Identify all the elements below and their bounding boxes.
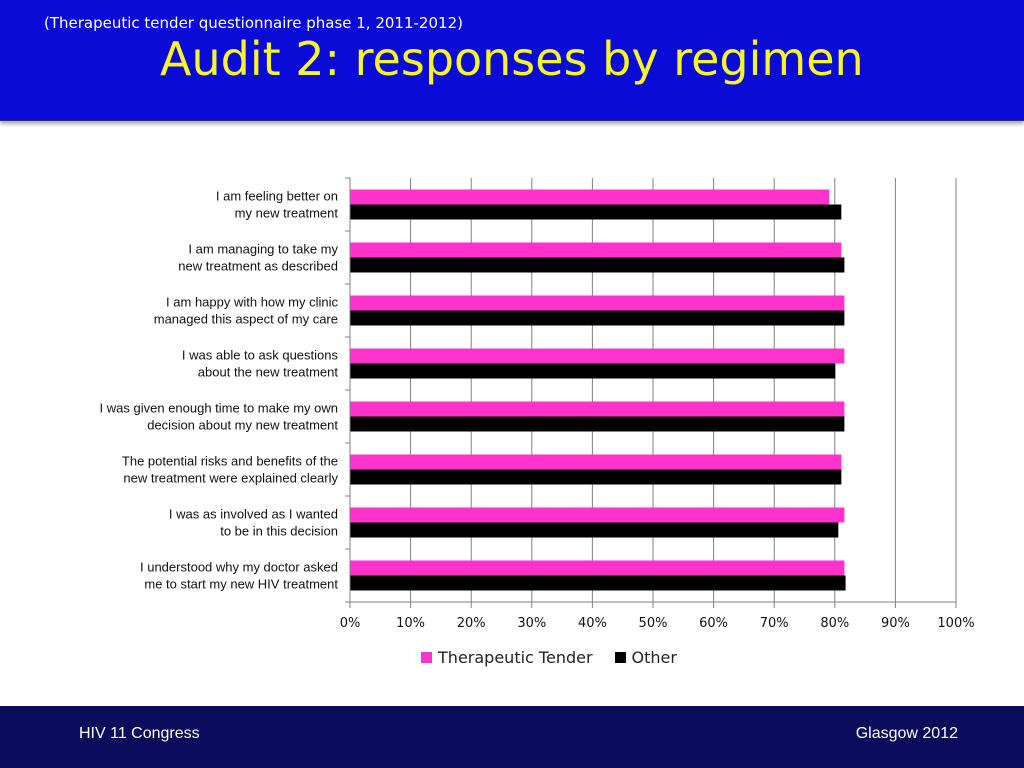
category-label: I understood why my doctor asked xyxy=(140,560,338,575)
category-label: decision about my new treatment xyxy=(147,418,338,433)
bar-other xyxy=(350,363,836,379)
slide-footer: HIV 11 Congress Glasgow 2012 xyxy=(0,706,1024,768)
x-tick-label: 70% xyxy=(760,616,789,631)
category-label: I was able to ask questions xyxy=(182,348,339,363)
bar-other xyxy=(350,522,839,538)
category-label: I am feeling better on xyxy=(216,189,338,204)
bar-other xyxy=(350,416,845,432)
slide-header: (Therapeutic tender questionnaire phase … xyxy=(0,0,1024,121)
category-label: I was given enough time to make my own xyxy=(100,401,338,416)
legend-item: Therapeutic Tender xyxy=(421,648,593,667)
category-label: new treatment as described xyxy=(178,259,338,274)
bar-therapeutic-tender xyxy=(350,560,845,576)
bar-chart: 0% 10% 20% 30% 40% 50% 60% 70% 80% 90% 100% I am fe… xyxy=(100,177,975,631)
bar-therapeutic-tender xyxy=(350,348,845,364)
category-label: I am happy with how my clinic xyxy=(166,295,338,310)
bar-therapeutic-tender xyxy=(350,507,845,523)
footer-location: Glasgow 2012 xyxy=(855,725,958,742)
x-tick-label: 10% xyxy=(396,616,425,631)
bar-therapeutic-tender xyxy=(350,454,842,470)
bar-other xyxy=(350,204,842,220)
category-label: new treatment were explained clearly xyxy=(123,471,338,486)
bar-therapeutic-tender xyxy=(350,242,842,258)
category-label: I am managing to take my xyxy=(188,242,338,257)
category-label: about the new treatment xyxy=(198,365,339,380)
bar-other xyxy=(350,469,842,485)
legend-swatch xyxy=(614,651,626,663)
chart-legend: Therapeutic Tender Other xyxy=(0,646,1024,668)
legend-label: Therapeutic Tender xyxy=(438,647,593,667)
category-label: my new treatment xyxy=(235,206,339,221)
category-label: I was as involved as I wanted xyxy=(169,507,338,522)
x-tick-label: 30% xyxy=(517,616,546,631)
bar-other xyxy=(350,257,845,273)
legend-swatch xyxy=(421,651,433,663)
x-tick-label: 90% xyxy=(881,616,910,631)
bar-other xyxy=(350,310,845,326)
legend-label: Other xyxy=(631,647,677,667)
category-label: The potential risks and benefits of the xyxy=(122,454,338,469)
bar-therapeutic-tender xyxy=(350,401,845,417)
footer-congress: HIV 11 Congress xyxy=(79,725,200,742)
bar-other xyxy=(350,575,846,591)
x-tick-label: 20% xyxy=(457,616,486,631)
category-label: me to start my new HIV treatment xyxy=(144,577,338,592)
x-tick-label: 40% xyxy=(578,616,607,631)
x-tick-label: 50% xyxy=(639,616,668,631)
category-label: managed this aspect of my care xyxy=(154,312,338,327)
category-label: to be in this decision xyxy=(220,524,338,539)
x-tick-label: 0% xyxy=(340,616,361,631)
x-tick-label: 80% xyxy=(820,616,849,631)
legend-item: Other xyxy=(614,647,677,667)
x-tick-label: 60% xyxy=(699,616,728,631)
bar-therapeutic-tender xyxy=(350,189,830,205)
bar-therapeutic-tender xyxy=(350,295,845,311)
slide-title: Audit 2: responses by regimen xyxy=(160,32,864,86)
x-tick-label: 100% xyxy=(937,616,974,631)
slide-subtitle: (Therapeutic tender questionnaire phase … xyxy=(44,14,463,32)
